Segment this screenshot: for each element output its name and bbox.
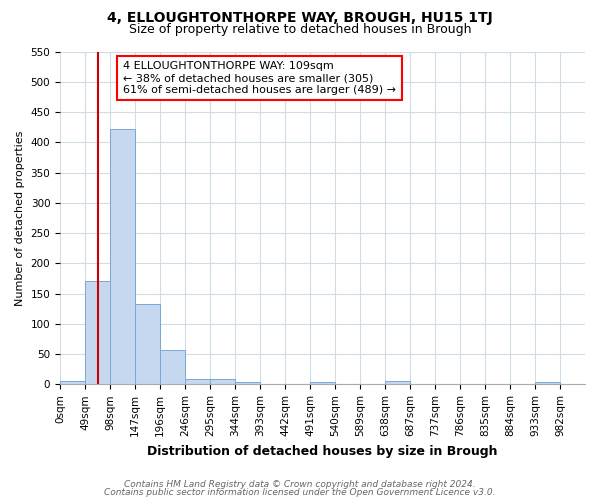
Text: Size of property relative to detached houses in Brough: Size of property relative to detached ho… bbox=[129, 22, 471, 36]
Bar bbox=[185, 380, 210, 384]
Bar bbox=[135, 304, 160, 384]
Bar bbox=[310, 382, 335, 384]
Text: Contains HM Land Registry data © Crown copyright and database right 2024.: Contains HM Land Registry data © Crown c… bbox=[124, 480, 476, 489]
Bar bbox=[535, 382, 560, 384]
Bar bbox=[85, 282, 110, 385]
Text: 4, ELLOUGHTONTHORPE WAY, BROUGH, HU15 1TJ: 4, ELLOUGHTONTHORPE WAY, BROUGH, HU15 1T… bbox=[107, 11, 493, 25]
Bar bbox=[210, 380, 235, 384]
Bar bbox=[235, 382, 260, 384]
Bar bbox=[160, 350, 185, 384]
Bar bbox=[60, 382, 85, 384]
Y-axis label: Number of detached properties: Number of detached properties bbox=[15, 130, 25, 306]
X-axis label: Distribution of detached houses by size in Brough: Distribution of detached houses by size … bbox=[147, 444, 498, 458]
Bar bbox=[385, 382, 410, 384]
Text: Contains public sector information licensed under the Open Government Licence v3: Contains public sector information licen… bbox=[104, 488, 496, 497]
Text: 4 ELLOUGHTONTHORPE WAY: 109sqm
← 38% of detached houses are smaller (305)
61% of: 4 ELLOUGHTONTHORPE WAY: 109sqm ← 38% of … bbox=[123, 62, 396, 94]
Bar bbox=[110, 129, 135, 384]
